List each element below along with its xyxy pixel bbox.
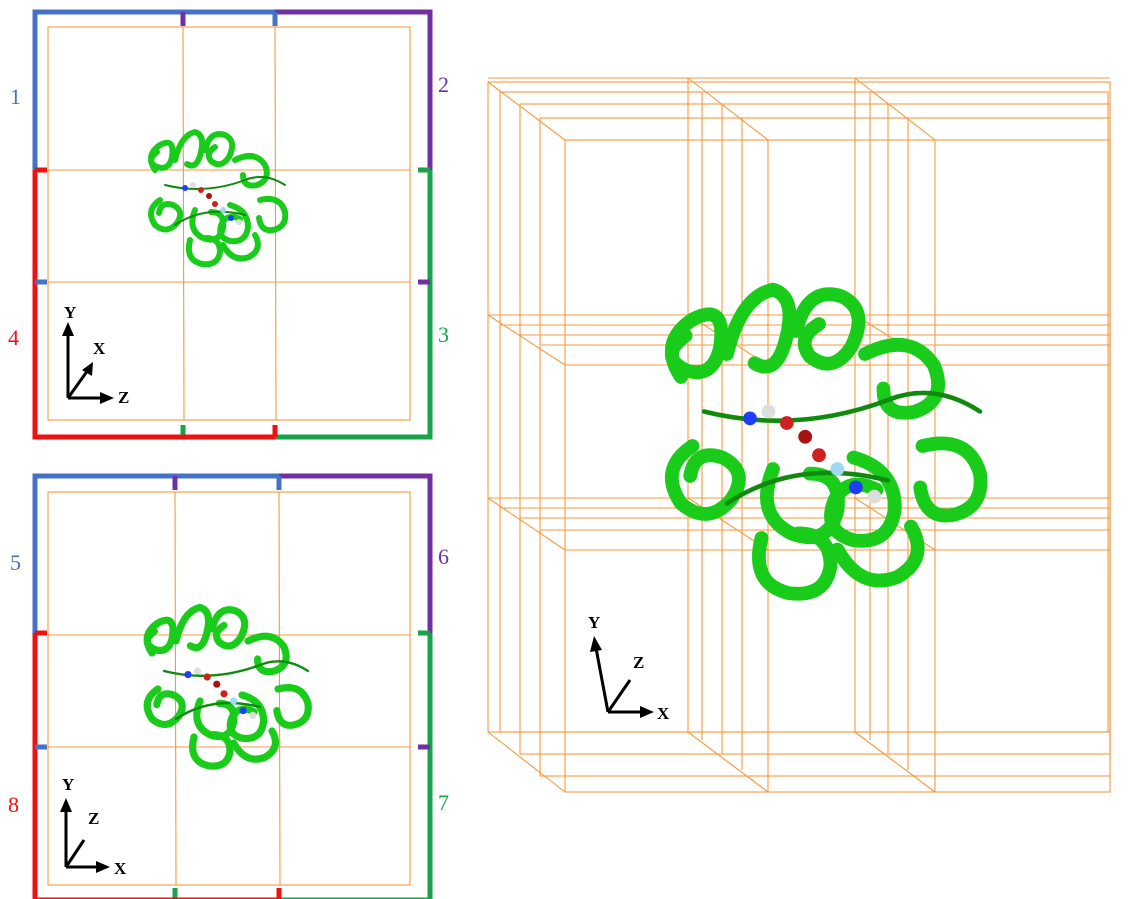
region-label-3: 3: [438, 322, 449, 347]
protein-structure-bottom: [147, 607, 308, 766]
axis-label-z-bottom: Z: [88, 809, 99, 828]
region-8-bracket: [32, 633, 279, 899]
bottom-panel-grid: [47, 491, 411, 886]
region-label-8: 8: [8, 792, 19, 817]
protein-structure-top: [151, 132, 285, 264]
right-panel: Y Z X: [487, 77, 1111, 793]
region-label-1: 1: [10, 84, 21, 109]
top-panel: 1 2 3 4 Y X Z: [8, 9, 449, 440]
axis-label-x-top: X: [93, 339, 106, 358]
axes-triad-bottom: [60, 798, 110, 873]
region-2-bracket: [275, 9, 433, 170]
region-label-2: 2: [438, 72, 449, 97]
axis-label-y-3d: Y: [588, 613, 600, 632]
axis-label-y-bottom: Y: [62, 775, 74, 794]
region-6-bracket: [279, 473, 433, 633]
axis-label-y-top: Y: [64, 303, 76, 322]
top-panel-grid: [47, 26, 411, 421]
region-5-bracket: [32, 473, 279, 633]
region-label-7: 7: [438, 790, 449, 815]
axes-triad-top: [62, 322, 114, 404]
axis-label-z-top: Z: [118, 388, 129, 407]
region-1-bracket: [32, 9, 183, 170]
axes-triad-3d: [590, 636, 654, 718]
axis-label-z-3d: Z: [633, 653, 644, 672]
bottom-panel: 5 6 7 8 Y Z X: [8, 473, 449, 899]
region-4-bracket: [32, 170, 275, 440]
top-panel-frame: [32, 9, 433, 440]
region-label-4: 4: [8, 325, 19, 350]
region-label-5: 5: [10, 550, 21, 575]
region-label-6: 6: [438, 544, 449, 569]
cube-grid-3d: [487, 77, 1111, 793]
axis-label-x-3d: X: [657, 704, 670, 723]
region-7-bracket: [279, 633, 433, 899]
region-3-bracket: [275, 170, 433, 440]
axis-label-x-bottom: X: [114, 859, 127, 878]
bottom-panel-frame: [32, 473, 433, 899]
